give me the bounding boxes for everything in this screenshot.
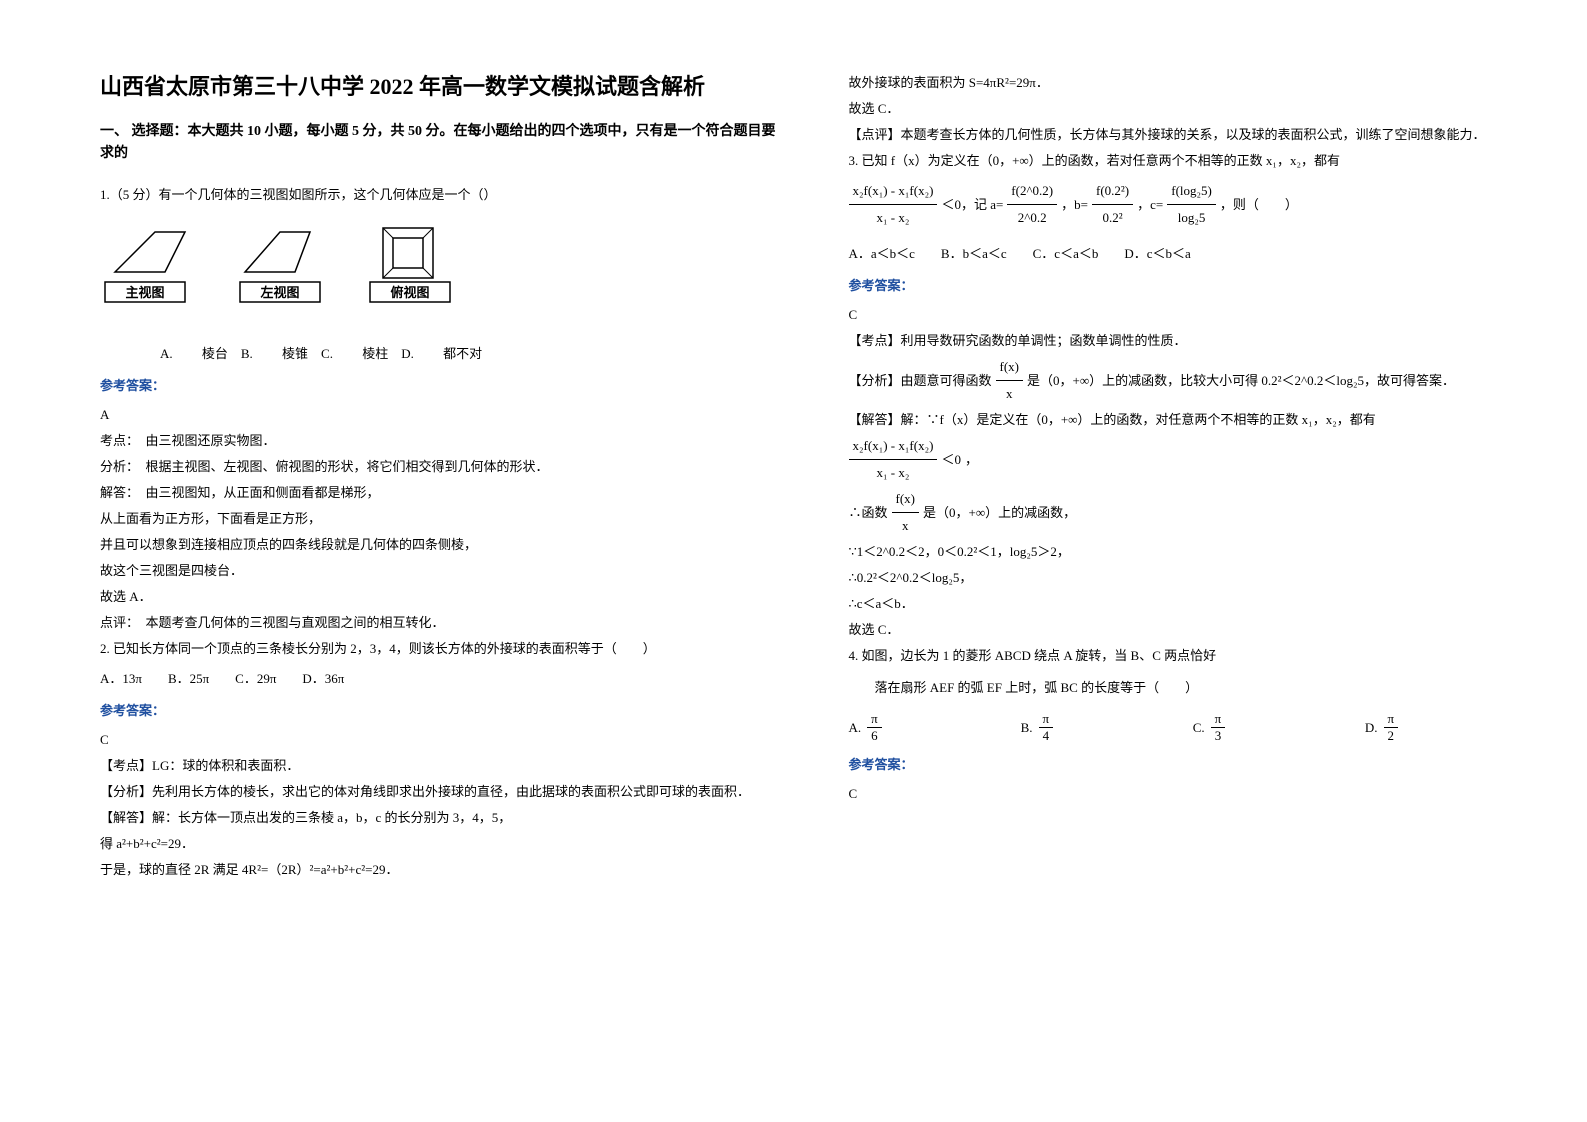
q3-main-fraction: x₂f(x₁) - x₁f(x₂) x₁ - x₂ (849, 178, 938, 231)
q2-c2-line-2: 【点评】本题考查长方体的几何性质，长方体与其外接球的关系，以及球的表面积公式，训… (849, 122, 1538, 148)
q1-line-1: 分析： 根据主视图、左视图、俯视图的形状，将它们相交得到几何体的形状． (100, 454, 789, 480)
q3-more-1: ∴0.2²＜2^0.2＜log₂5， (849, 565, 1538, 591)
q1-line-4: 并且可以想象到连接相应顶点的四条线段就是几何体的四条侧棱， (100, 532, 789, 558)
q2-c2-line-1: 故选 C． (849, 96, 1538, 122)
q2-options: A．13π B．25π C．29π D．36π (100, 666, 789, 692)
q4-answer-label: 参考答案： (849, 754, 1538, 773)
q3-answer: C (849, 302, 1538, 328)
q3-more-3: 故选 C． (849, 617, 1538, 643)
q1-line-6: 故选 A． (100, 584, 789, 610)
q3-answer-label: 参考答案： (849, 275, 1538, 294)
q3-more-0: ∵1＜2^0.2＜2，0＜0.2²＜1，log₂5＞2， (849, 539, 1538, 565)
q1-line-5: 故这个三视图是四棱台． (100, 558, 789, 584)
section-intro: 一、 选择题：本大题共 10 小题，每小题 5 分，共 50 分。在每小题给出的… (100, 121, 789, 166)
left-column: 山西省太原市第三十八中学 2022 年高一数学文模拟试题含解析 一、 选择题：本… (100, 70, 789, 883)
q3-options: A．a＜b＜c B．b＜a＜c C．c＜a＜b D．c＜b＜a (849, 241, 1538, 267)
q3-frac-b: f(0.2²) 0.2² (1092, 178, 1133, 231)
q4-line1: 4. 如图，边长为 1 的菱形 ABCD 绕点 A 旋转，当 B、C 两点恰好 (849, 643, 1538, 669)
q3-more-2: ∴c＜a＜b． (849, 591, 1538, 617)
main-view-label: 主视图 (125, 285, 164, 300)
q2-line-2: 【解答】解：长方体一顶点出发的三条棱 a，b，c 的长分别为 3，4，5， (100, 805, 789, 831)
q4-line2: 落在扇形 AEF 的弧 EF 上时，弧 BC 的长度等于（ ） (849, 675, 1538, 701)
q2-line-1: 【分析】先利用长方体的棱长，求出它的体对角线即求出外接球的直径，由此据球的表面积… (100, 779, 789, 805)
q3-therefore: ∴函数 f(x) x 是（0，+∞）上的减函数， (849, 486, 1538, 539)
q4-opt-c: C. π3 (1193, 711, 1365, 744)
q3-line-0: 【考点】利用导数研究函数的单调性；函数单调性的性质． (849, 328, 1538, 354)
left-view-label: 左视图 (260, 285, 299, 300)
q3-formula-line: x₂f(x₁) - x₁f(x₂) x₁ - x₂ ＜0，记 a= f(2^0.… (849, 178, 1538, 231)
q1-line-7: 点评： 本题考查几何体的三视图与直观图之间的相互转化． (100, 610, 789, 636)
q2-line-4: 于是，球的直径 2R 满足 4R²=（2R）²=a²+b²+c²=29． (100, 857, 789, 883)
q1-answer: A (100, 402, 789, 428)
top-view-label: 俯视图 (390, 285, 429, 300)
q4-options: A. π6 B. π4 C. π3 D. π2 (849, 711, 1538, 744)
right-column: 故外接球的表面积为 S=4πR²=29π． 故选 C． 【点评】本题考查长方体的… (849, 70, 1538, 883)
q3-frac-c: f(log₂5) log₂5 (1167, 178, 1216, 231)
q2-line-3: 得 a²+b²+c²=29． (100, 831, 789, 857)
q4-opt-a: A. π6 (849, 711, 1021, 744)
q1-figure: 主视图 左视图 俯视图 (100, 222, 789, 327)
q2-text: 2. 已知长方体同一个顶点的三条棱长分别为 2，3，4，则该长方体的外接球的表面… (100, 636, 789, 662)
q3-ineq: x₂f(x₁) - x₁f(x₂) x₁ - x₂ ＜0 ， (849, 433, 1538, 486)
q1-line-0: 考点： 由三视图还原实物图． (100, 428, 789, 454)
q1-line-3: 从上面看为正方形，下面看是正方形， (100, 506, 789, 532)
q3-fx-frac: f(x) x (996, 354, 1024, 407)
q3-frac-a: f(2^0.2) 2^0.2 (1007, 178, 1057, 231)
q3-text-prefix: 3. 已知 f（x）为定义在（0，+∞）上的函数，若对任意两个不相等的正数 x₁… (849, 148, 1538, 174)
q3-analysis: 【分析】由题意可得函数 f(x) x 是（0，+∞）上的减函数，比较大小可得 0… (849, 354, 1538, 407)
q1-answer-label: 参考答案： (100, 375, 789, 394)
q1-text: 1.（5 分）有一个几何体的三视图如图所示，这个几何体应是一个（） (100, 182, 789, 208)
q4-opt-b: B. π4 (1021, 711, 1193, 744)
q4-opt-d: D. π2 (1365, 711, 1537, 744)
q2-answer-label: 参考答案： (100, 700, 789, 719)
q1-options: A. 棱台 B. 棱锥 C. 棱柱 D. 都不对 (160, 341, 789, 367)
q2-answer: C (100, 727, 789, 753)
q2-line-0: 【考点】LG：球的体积和表面积． (100, 753, 789, 779)
q1-line-2: 解答： 由三视图知，从正面和侧面看都是梯形， (100, 480, 789, 506)
document-title: 山西省太原市第三十八中学 2022 年高一数学文模拟试题含解析 (100, 70, 789, 103)
q2-c2-line-0: 故外接球的表面积为 S=4πR²=29π． (849, 70, 1538, 96)
q3-solve-prefix: 【解答】解：∵f（x）是定义在（0，+∞）上的函数，对任意两个不相等的正数 x₁… (849, 407, 1538, 433)
q4-answer: C (849, 781, 1538, 807)
